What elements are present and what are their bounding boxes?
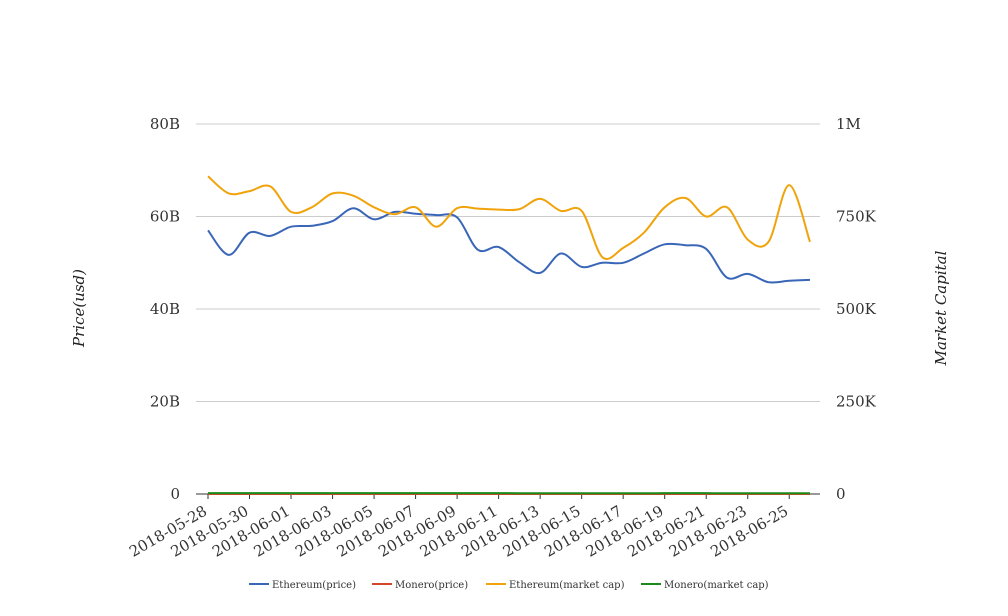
- y-tick-label: 40B: [150, 300, 180, 318]
- legend: Ethereum(price) Monero(price) Ethereum(mar…: [249, 580, 769, 591]
- legend-label: Ethereum(market cap): [509, 580, 625, 591]
- series-lines: [207, 175, 811, 495]
- legend-label: Ethereum(price): [272, 580, 356, 591]
- y-axis-left: 0 20B 40B 60B 80B: [150, 115, 180, 503]
- x-axis: 2018-05-282018-05-302018-06-012018-06-03…: [126, 494, 791, 561]
- legend-label: Monero(market cap): [664, 580, 769, 591]
- y-axis-title: Price(usd): [70, 269, 88, 348]
- y2-axis-title: Market Capital: [932, 250, 950, 366]
- series-line-ethereum-market-cap: [207, 175, 811, 260]
- y-tick-label: 0: [170, 485, 180, 503]
- y2-tick-label: 500K: [836, 300, 877, 318]
- y2-tick-label: 1M: [836, 115, 861, 133]
- y-tick-label: 60B: [150, 208, 180, 226]
- series-line-ethereum-price: [207, 207, 811, 284]
- y-tick-label: 20B: [150, 393, 180, 411]
- y-axis-right: 0 250K 500K 750K 1M: [836, 115, 877, 503]
- y2-tick-label: 750K: [836, 208, 877, 226]
- y2-tick-label: 0: [836, 485, 846, 503]
- y-tick-label: 80B: [150, 115, 180, 133]
- y2-tick-label: 250K: [836, 393, 877, 411]
- gridlines: [196, 123, 820, 495]
- legend-label: Monero(price): [395, 580, 468, 591]
